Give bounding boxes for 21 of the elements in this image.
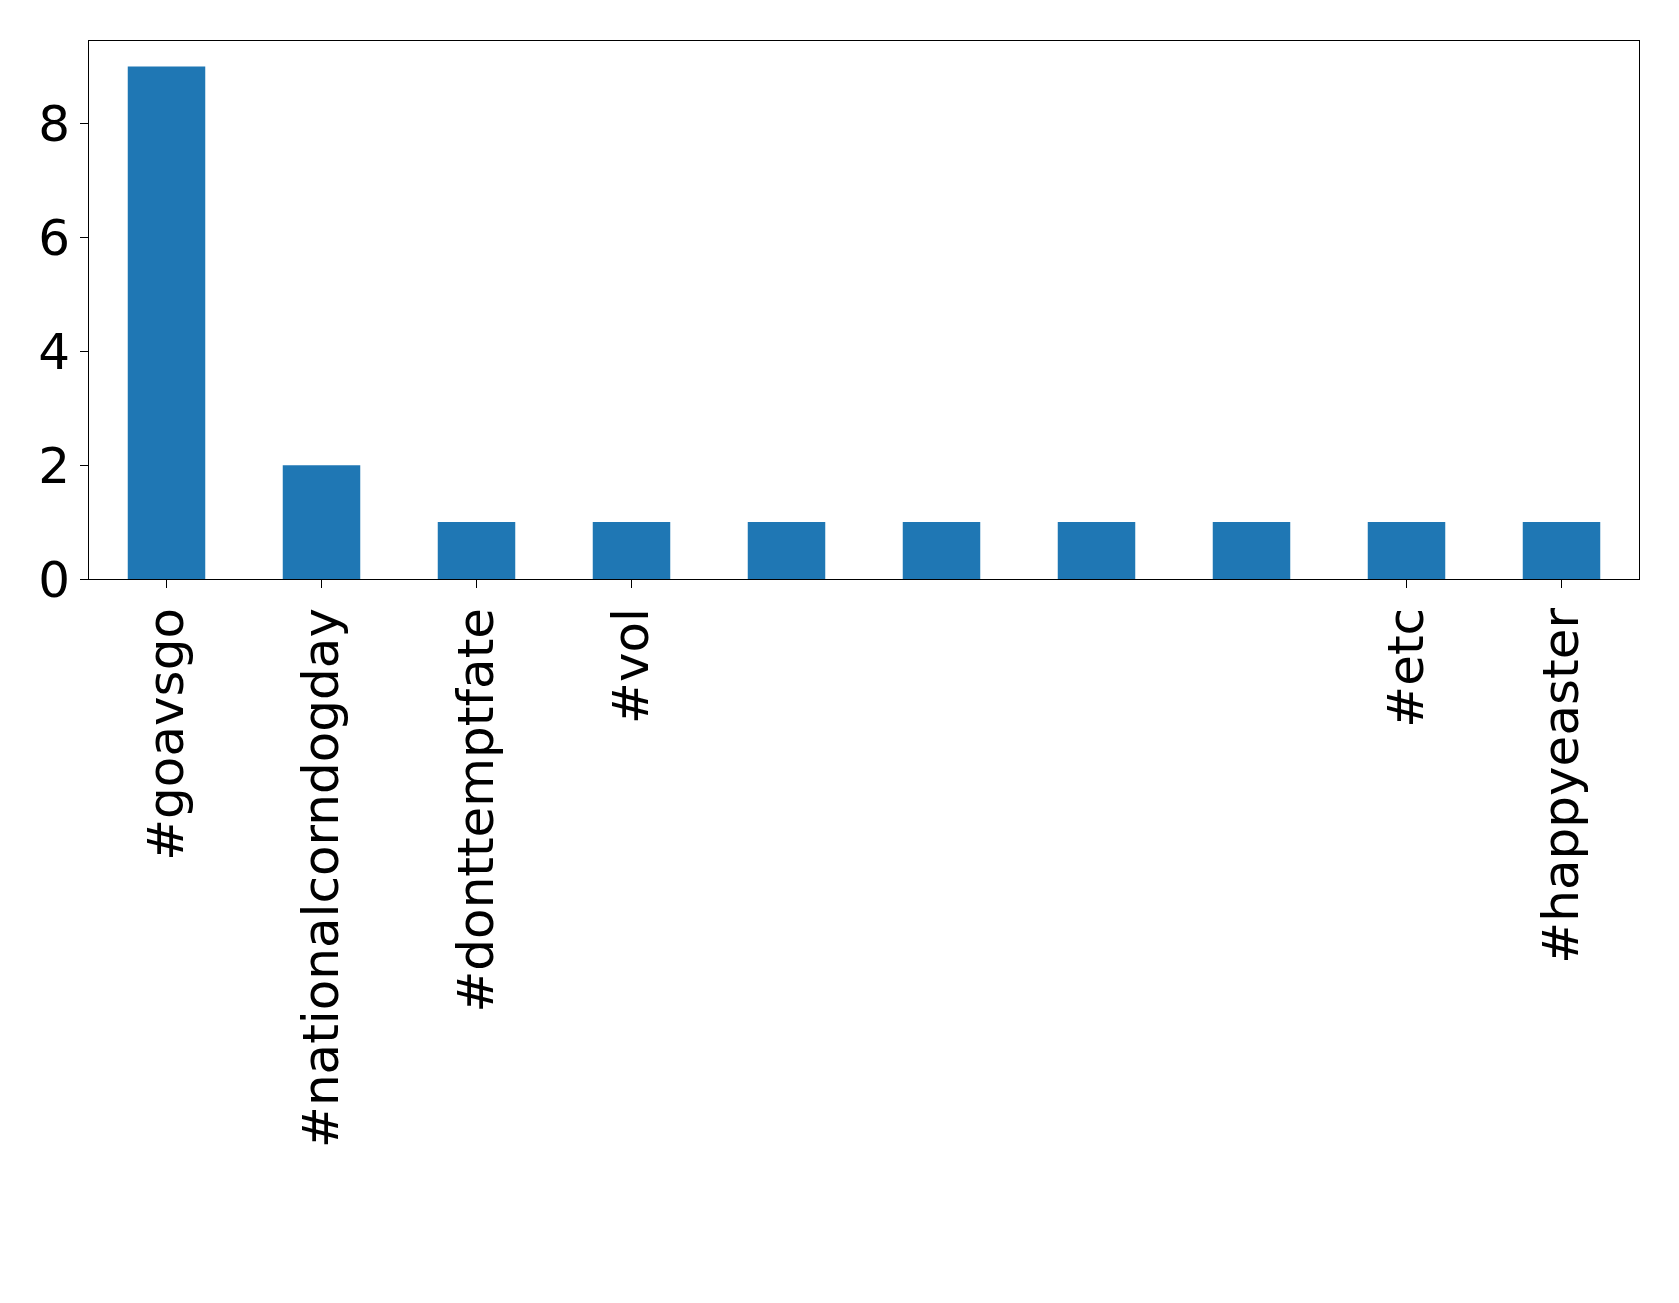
y-tick-label: 8 xyxy=(38,95,70,154)
y-tick-label: 4 xyxy=(38,322,70,381)
y-tick-label: 2 xyxy=(38,436,70,495)
bar xyxy=(127,66,206,579)
y-tick-label: 0 xyxy=(38,550,70,609)
bar xyxy=(437,522,516,579)
x-tick-label: #vol xyxy=(601,608,660,724)
x-tick-label: #happyeaster xyxy=(1531,607,1590,964)
bar xyxy=(1057,522,1136,579)
bar xyxy=(747,522,826,579)
bar xyxy=(1522,522,1601,579)
bar xyxy=(1367,522,1446,579)
x-tick-label: #goavsgo xyxy=(136,608,195,861)
bar xyxy=(902,522,981,579)
bar xyxy=(282,465,361,579)
bar xyxy=(1212,522,1291,579)
x-tick-label: #donttemptfate xyxy=(446,608,505,1013)
bar xyxy=(592,522,671,579)
x-tick-label: #etc xyxy=(1376,608,1435,728)
x-tick-label: #nationalcorndogday xyxy=(291,608,350,1149)
y-tick-label: 6 xyxy=(38,208,70,267)
